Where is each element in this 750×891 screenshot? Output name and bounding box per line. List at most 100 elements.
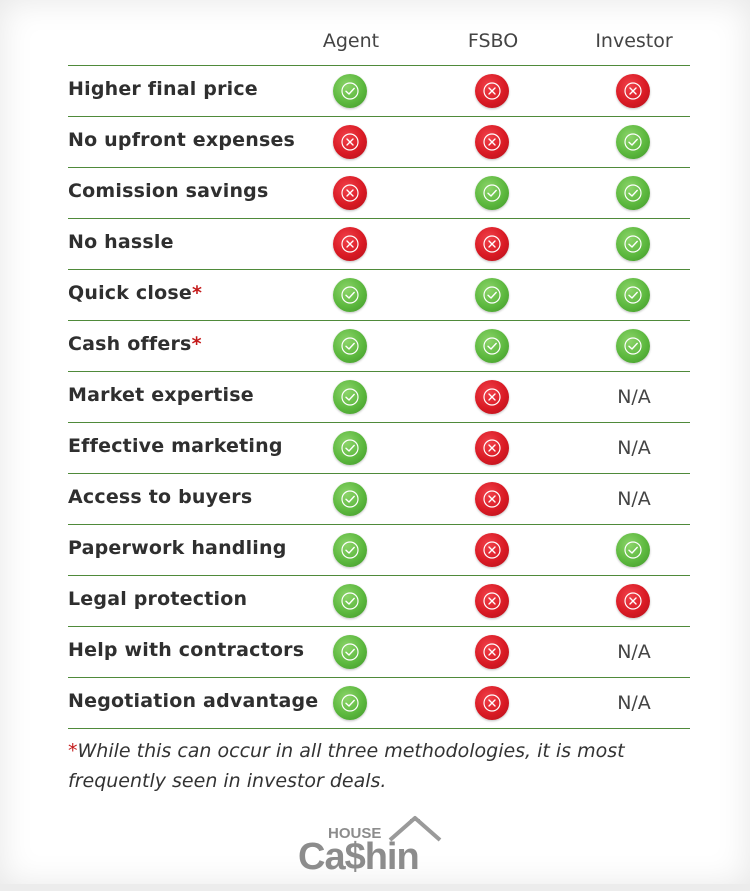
table-row: Help with contractors N/A [68,627,690,678]
table-row: Comission savings [68,168,690,219]
table-row: No hassle [68,219,690,270]
cell-investor-na: N/A [617,437,651,459]
table-row: Effective marketing N/A [68,423,690,474]
table-row: No upfront expenses [68,117,690,168]
table-body: Higher final price No upfront expenses Com… [68,66,690,729]
cell-investor-na: N/A [617,641,651,663]
bottom-strip [0,884,750,891]
check-circle-icon [475,176,509,210]
cell-investor [616,584,652,620]
row-label: Higher final price [68,78,258,100]
cell-investor-na: N/A [617,488,651,510]
row-label: Cash offers* [68,333,202,355]
column-header-fsbo: FSBO [467,30,519,52]
cell-investor [616,329,652,365]
cell-investor [616,74,652,110]
x-circle-icon [475,584,509,618]
row-label: Quick close* [68,282,202,304]
row-label: No upfront expenses [68,129,295,151]
cell-agent [333,431,369,467]
cell-investor [616,176,652,212]
housecashin-logo: HOUSE Ca$hin [298,816,442,874]
logo-dollar: $ [345,836,366,874]
check-circle-icon [616,278,650,312]
x-circle-icon [475,482,509,516]
table-header: Agent FSBO Investor [68,20,690,66]
row-label: Legal protection [68,588,247,610]
check-circle-icon [333,329,367,363]
x-circle-icon [475,125,509,159]
row-label-text: Cash offers [68,333,192,355]
cell-agent [333,74,369,110]
column-header-investor: Investor [595,30,673,52]
cell-fsbo [475,329,511,365]
table-row: Access to buyers N/A [68,474,690,525]
x-circle-icon [475,74,509,108]
table-row: Quick close* [68,270,690,321]
footnote-asterisk: * [68,740,78,762]
check-circle-icon [475,278,509,312]
cell-agent [333,125,369,161]
check-circle-icon [333,380,367,414]
table-row: Negotiation advantage N/A [68,678,690,729]
row-label-text: No hassle [68,231,174,253]
svg-text:Ca$hin: Ca$hin [298,836,419,874]
cell-fsbo [475,74,511,110]
check-circle-icon [616,329,650,363]
cell-investor-na: N/A [617,692,651,714]
column-header-agent: Agent [322,30,380,52]
check-circle-icon [616,227,650,261]
logo-main-a: Ca [298,836,346,874]
row-label: Help with contractors [68,639,304,661]
x-circle-icon [475,533,509,567]
logo-main-b: hin [365,836,419,874]
cell-fsbo [475,125,511,161]
check-circle-icon [616,533,650,567]
cell-fsbo [475,584,511,620]
check-circle-icon [616,176,650,210]
check-circle-icon [475,329,509,363]
row-label-text: Negotiation advantage [68,690,319,712]
table-row: Cash offers* [68,321,690,372]
logo-roof-icon [388,816,442,842]
cell-investor-na: N/A [617,386,651,408]
cell-agent [333,380,369,416]
row-label-text: Higher final price [68,78,258,100]
cell-fsbo [475,686,511,722]
table-row: Market expertise N/A [68,372,690,423]
cell-fsbo [475,380,511,416]
table-row: Paperwork handling [68,525,690,576]
cell-agent [333,533,369,569]
table-row: Legal protection [68,576,690,627]
row-label-text: Paperwork handling [68,537,287,559]
row-label: Negotiation advantage [68,690,318,712]
cell-agent [333,686,369,722]
x-circle-icon [333,227,367,261]
row-label: No hassle [68,231,174,253]
x-circle-icon [475,686,509,720]
row-label-text: Access to buyers [68,486,253,508]
check-circle-icon [333,686,367,720]
cell-investor [616,533,652,569]
cell-agent [333,176,369,212]
row-asterisk: * [191,333,202,355]
check-circle-icon [333,278,367,312]
cell-investor [616,227,652,263]
check-circle-icon [333,482,367,516]
check-circle-icon [333,431,367,465]
x-circle-icon [475,380,509,414]
x-circle-icon [333,176,367,210]
cell-fsbo [475,176,511,212]
cell-investor [616,125,652,161]
check-circle-icon [333,533,367,567]
comparison-table: Agent FSBO Investor Higher final price No… [68,20,690,729]
cell-agent [333,482,369,518]
row-label-text: No upfront expenses [68,129,296,151]
row-label: Effective marketing [68,435,283,457]
row-label: Access to buyers [68,486,252,508]
row-label-text: Effective marketing [68,435,283,457]
footnote-text: While this can occur in all three method… [68,740,625,792]
cell-fsbo [475,431,511,467]
cell-fsbo [475,227,511,263]
cell-agent [333,329,369,365]
